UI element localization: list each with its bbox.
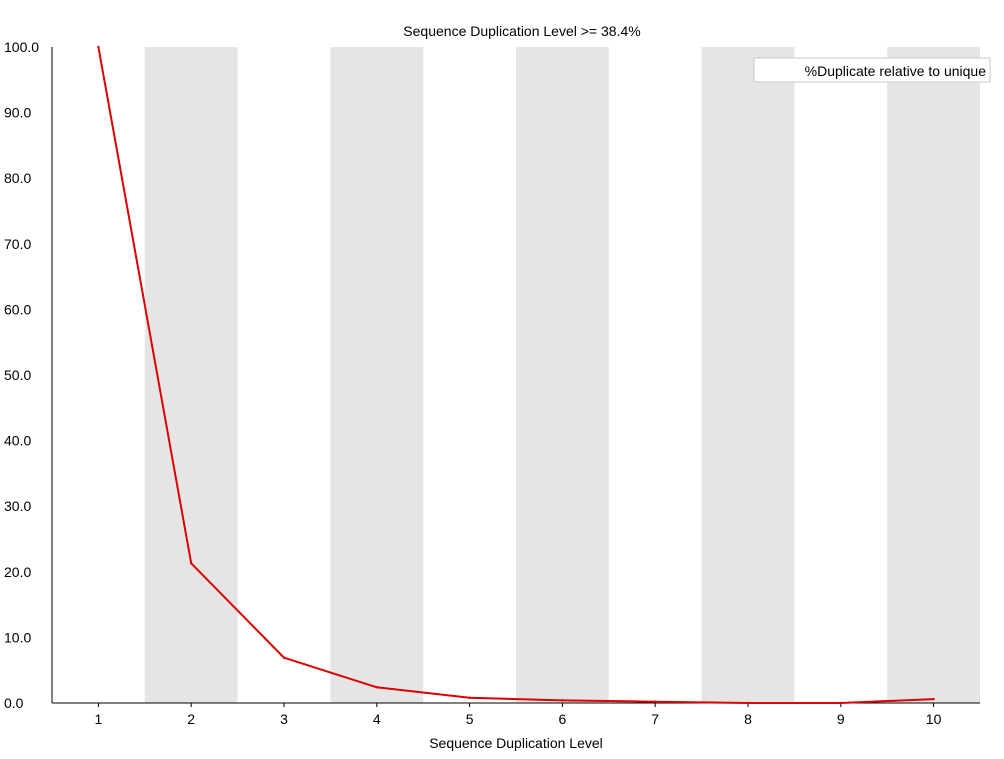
y-tick-label: 20.0 (4, 564, 31, 580)
x-tick-label: 10 (926, 711, 942, 727)
data-point (561, 699, 564, 702)
y-tick-label: 30.0 (4, 498, 31, 514)
x-tick-label: 6 (559, 711, 567, 727)
data-point (190, 562, 193, 565)
y-tick-label: 80.0 (4, 170, 31, 186)
y-axis-ticks: 0.0 10.0 20.0 30.0 40.0 50.0 60.0 70.0 80.0 90.0 1… (4, 39, 39, 711)
data-point (97, 45, 100, 49)
data-point (746, 701, 750, 705)
y-tick-label: 50.0 (4, 367, 31, 383)
background-band (330, 47, 424, 703)
x-tick-label: 2 (187, 711, 195, 727)
x-tick-label: 1 (95, 711, 103, 727)
background-bands (144, 47, 980, 703)
background-band (887, 47, 980, 703)
y-tick-label: 10.0 (4, 629, 31, 645)
series-line (97, 46, 934, 704)
y-tick-label: 40.0 (4, 433, 31, 449)
x-tick-label: 3 (280, 711, 288, 727)
series-group (97, 45, 935, 705)
data-point (468, 696, 471, 699)
x-axis-ticks: 1 2 3 4 5 6 7 8 9 10 (95, 703, 942, 727)
y-tick-label: 90.0 (4, 105, 31, 121)
x-axis-label: Sequence Duplication Level (429, 735, 603, 751)
legend-entry: %Duplicate relative to unique (805, 63, 987, 79)
x-tick-label: 8 (744, 711, 752, 727)
background-band (701, 47, 795, 703)
data-point (839, 701, 842, 705)
x-tick-label: 9 (837, 711, 845, 727)
data-point (654, 700, 657, 703)
x-tick-label: 4 (373, 711, 381, 727)
data-point (282, 656, 286, 659)
x-tick-label: 7 (651, 711, 659, 727)
data-point (932, 697, 935, 701)
y-tick-label: 100.0 (4, 39, 39, 55)
y-tick-label: 70.0 (4, 236, 31, 252)
background-band (516, 47, 609, 703)
legend-box (753, 57, 991, 83)
chart-title: Sequence Duplication Level >= 38.4% (403, 23, 640, 39)
y-tick-label: 0.0 (4, 695, 24, 711)
y-tick-label: 60.0 (4, 301, 31, 317)
x-tick-label: 5 (466, 711, 474, 727)
background-band (144, 47, 238, 703)
data-point (375, 686, 378, 689)
legend: %Duplicate relative to unique (753, 57, 991, 83)
